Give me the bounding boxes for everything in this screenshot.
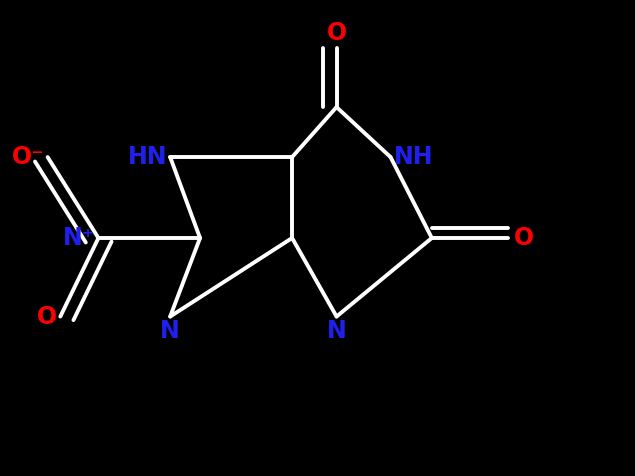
Text: O: O: [326, 21, 347, 45]
Text: HN: HN: [128, 145, 167, 169]
Text: O: O: [514, 226, 535, 250]
Text: NH: NH: [394, 145, 433, 169]
Text: O: O: [37, 305, 57, 328]
Text: N⁺: N⁺: [63, 226, 95, 250]
Text: N: N: [160, 319, 180, 343]
Text: N: N: [326, 319, 347, 343]
Text: O⁻: O⁻: [12, 145, 44, 169]
